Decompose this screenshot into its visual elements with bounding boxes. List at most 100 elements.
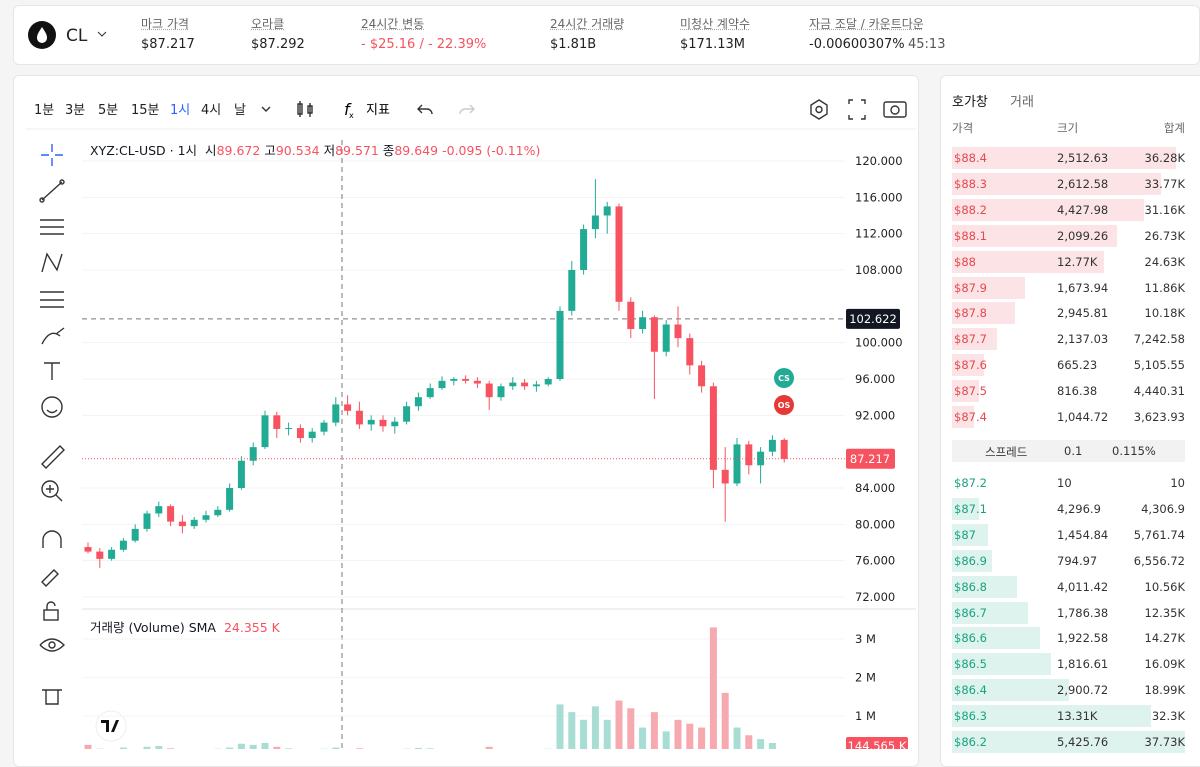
stat-label: 24시간 거래량 [550, 15, 624, 32]
y-tick-label: 2 M [855, 670, 876, 684]
candle-body [698, 365, 705, 386]
price[interactable]: $86.9 [954, 554, 987, 568]
volume-legend: 거래량 (Volume) SMA24.355 K [90, 620, 281, 635]
interval-button[interactable]: 3분 [65, 103, 85, 118]
candle-body [545, 379, 552, 384]
candle-body [450, 379, 457, 381]
total: 24.63K [1145, 255, 1185, 269]
price[interactable]: $86.6 [954, 631, 987, 645]
price[interactable]: $86.5 [954, 657, 987, 671]
price[interactable]: $87.5 [954, 384, 987, 398]
interval-button[interactable]: 날 [234, 103, 246, 118]
candle-body [262, 415, 269, 447]
total: 10.56K [1145, 580, 1185, 594]
volume-bar [627, 708, 634, 749]
interval-button[interactable]: 4시 [201, 103, 221, 118]
price[interactable]: $87.8 [954, 306, 987, 320]
spread-label: 스프레드 [985, 444, 1027, 460]
candle-body [120, 541, 127, 550]
legend-value: 89.649 [394, 143, 438, 158]
toolbar-icons[interactable] [262, 100, 906, 119]
total: 6,556.72 [1134, 554, 1185, 568]
price[interactable]: $87.2 [954, 476, 987, 490]
price[interactable]: $88 [954, 255, 976, 269]
price[interactable]: $88.1 [954, 229, 987, 243]
size: 2,137.03 [1057, 332, 1108, 346]
price[interactable]: $87.4 [954, 410, 987, 424]
stat-value: -0.00600307% [809, 37, 905, 52]
price[interactable]: $87 [954, 528, 976, 542]
price[interactable]: $88.4 [954, 151, 987, 165]
stat-label: 마크 가격 [141, 15, 189, 32]
total: 10 [1170, 476, 1185, 490]
drawing-tools[interactable] [40, 144, 64, 704]
size: 665.23 [1057, 358, 1097, 372]
price[interactable]: $87.6 [954, 358, 987, 372]
total: 7,242.58 [1134, 332, 1185, 346]
interval-button[interactable]: 5분 [98, 103, 118, 118]
order-book-tab[interactable]: 거래 [1010, 91, 1034, 110]
volume-bar [757, 739, 764, 749]
volume-bar [698, 728, 705, 749]
price[interactable]: $87.9 [954, 281, 987, 295]
indicators-button[interactable]: 지표 [366, 103, 390, 118]
candle-body [509, 383, 516, 387]
price[interactable]: $88.2 [954, 203, 987, 217]
candle-body [651, 317, 658, 352]
volume-bar [686, 724, 693, 749]
order-book-tab[interactable]: 호가창 [952, 91, 988, 110]
stat-value: $171.13M [680, 37, 745, 52]
interval-button[interactable]: 1시 [170, 103, 190, 118]
candle-body [474, 381, 481, 384]
stat-label: 24시간 변동 [361, 15, 424, 32]
price[interactable]: $87.7 [954, 332, 987, 346]
price[interactable]: $87.1 [954, 502, 987, 516]
volume-bar [710, 627, 717, 749]
y-tick-label: 80.000 [855, 517, 895, 531]
total: 37.73K [1145, 735, 1185, 749]
crosshair-price-label: 102.622 [849, 312, 897, 326]
price[interactable]: $86.8 [954, 580, 987, 594]
volume-bar [568, 712, 575, 749]
interval-button[interactable]: 15분 [131, 103, 160, 118]
total: 14.27K [1145, 631, 1185, 645]
candle-body [616, 206, 623, 301]
legend-symbol: XYZ:CL-USD · 1시 [90, 143, 197, 158]
candle-body [309, 432, 316, 438]
candle-body [663, 324, 670, 351]
volume-bar [238, 744, 245, 749]
fx-icon[interactable]: x [349, 111, 354, 120]
column-header: 가격 [952, 120, 973, 136]
column-header: 합계 [1164, 120, 1185, 136]
candle-body [415, 397, 422, 406]
candle-body [273, 415, 280, 429]
spread-value: 0.1 [1064, 444, 1082, 458]
volume-bar [85, 745, 92, 749]
candle-body [356, 411, 363, 425]
size: 13.31K [1057, 709, 1097, 723]
y-tick-label: 108.000 [855, 263, 903, 277]
spread-percent: 0.115% [1112, 444, 1156, 458]
interval-button[interactable]: 1분 [34, 103, 54, 118]
price[interactable]: $86.4 [954, 683, 987, 697]
candle-body [427, 388, 434, 397]
candle-body [368, 420, 375, 425]
stat-value: $87.292 [251, 37, 305, 52]
stat-value: $1.81B [550, 37, 596, 52]
size: 12.77K [1057, 255, 1097, 269]
candle-body [285, 428, 292, 429]
volume-bar [580, 720, 587, 749]
candle-body [580, 229, 587, 270]
price[interactable]: $86.2 [954, 735, 987, 749]
size: 2,900.72 [1057, 683, 1108, 697]
price[interactable]: $86.7 [954, 606, 987, 620]
y-tick-label: 72.000 [855, 590, 895, 604]
price[interactable]: $88.3 [954, 177, 987, 191]
price[interactable]: $86.3 [954, 709, 987, 723]
size: 5,425.76 [1057, 735, 1108, 749]
volume-bar [557, 704, 564, 749]
y-tick-label: 120.000 [855, 154, 903, 168]
total: 5,105.55 [1134, 358, 1185, 372]
candle-body [321, 423, 328, 432]
candle-body [132, 529, 139, 541]
